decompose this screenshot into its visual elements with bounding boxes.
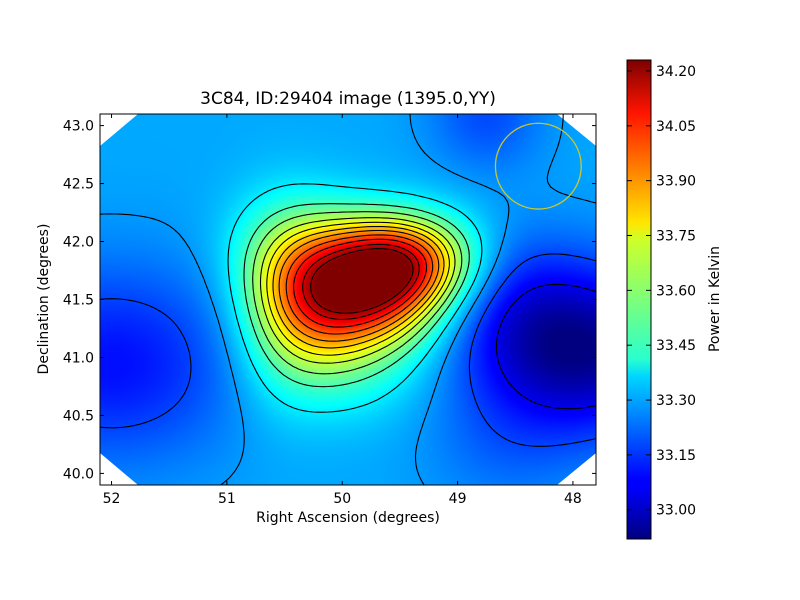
contour-level-14 [310, 248, 414, 314]
mask-corners [100, 114, 596, 485]
colorbar-ticks: 33.00 33.15 33.30 33.45 33.60 33.75 33.90 34.05… [627, 64, 696, 519]
x-tick-label: 49 [449, 491, 467, 507]
colorbar-tick-label: 34.05 [656, 119, 696, 135]
contour-level-12 [293, 238, 428, 328]
y-tick-label: 43.0 [63, 119, 94, 135]
contour-level-5 [243, 203, 470, 388]
beam-circle [494, 122, 582, 210]
y-tick-label: 42.0 [63, 235, 94, 251]
mask-corner-bottom-left [100, 453, 138, 485]
y-axis-ticks: 40.0 40.5 41.0 41.5 42.0 42.5 43.0 [63, 119, 596, 482]
colorbar: 33.00 33.15 33.30 33.45 33.60 33.75 33.90 34.05… [626, 59, 723, 540]
colorbar-tick-label: 33.00 [656, 503, 696, 519]
y-axis-label: Declination (degrees) [36, 224, 52, 375]
mask-corner-top-right [557, 114, 596, 146]
y-tick-label: 40.5 [63, 408, 94, 424]
colorbar-tick-label: 33.60 [656, 283, 696, 299]
colorbar-tick-label: 33.75 [656, 229, 696, 245]
mask-corner-top-left [100, 114, 138, 146]
y-tick-label: 41.0 [63, 350, 94, 366]
contour-level-3 [100, 114, 596, 485]
x-tick-label: 50 [333, 491, 351, 507]
x-axis-label: Right Ascension (degrees) [256, 510, 440, 526]
mask-corner-bottom-right [557, 453, 596, 485]
colorbar-label: Power in Kelvin [707, 246, 723, 352]
colorbar-gradient [626, 59, 652, 540]
y-tick-label: 41.5 [63, 293, 94, 309]
x-tick-label: 51 [218, 491, 236, 507]
colorbar-tick-label: 33.90 [656, 174, 696, 190]
colorbar-tick-label: 33.15 [656, 448, 696, 464]
contour-level-8 [266, 221, 450, 356]
contour-level-1 [495, 283, 596, 410]
heatmap-image [100, 114, 596, 485]
contour-level-7 [259, 217, 456, 364]
y-tick-label: 40.0 [63, 466, 94, 482]
contour-level-11 [285, 234, 434, 335]
contour-level-2 [100, 253, 596, 447]
plot-area: 52 51 50 49 48 40.0 40.5 41.0 41.5 42.0 42.5 43.0 [63, 113, 597, 507]
contour-level-4 [227, 183, 483, 413]
colorbar-tick-label: 34.20 [656, 64, 696, 80]
x-tick-label: 48 [564, 491, 582, 507]
contour-level-9 [272, 225, 445, 349]
contour-level-10 [278, 229, 440, 342]
chart-title: 3C84, ID:29404 image (1395.0,YY) [200, 89, 496, 109]
x-tick-label: 52 [103, 491, 121, 507]
x-axis-ticks: 52 51 50 49 48 [103, 114, 582, 507]
colorbar-tick-label: 33.45 [656, 338, 696, 354]
contour-lines [100, 114, 596, 485]
contour-level-13 [302, 243, 420, 320]
y-tick-label: 42.5 [63, 177, 94, 193]
colorbar-tick-label: 33.30 [656, 393, 696, 409]
contour-level-6 [252, 211, 463, 375]
